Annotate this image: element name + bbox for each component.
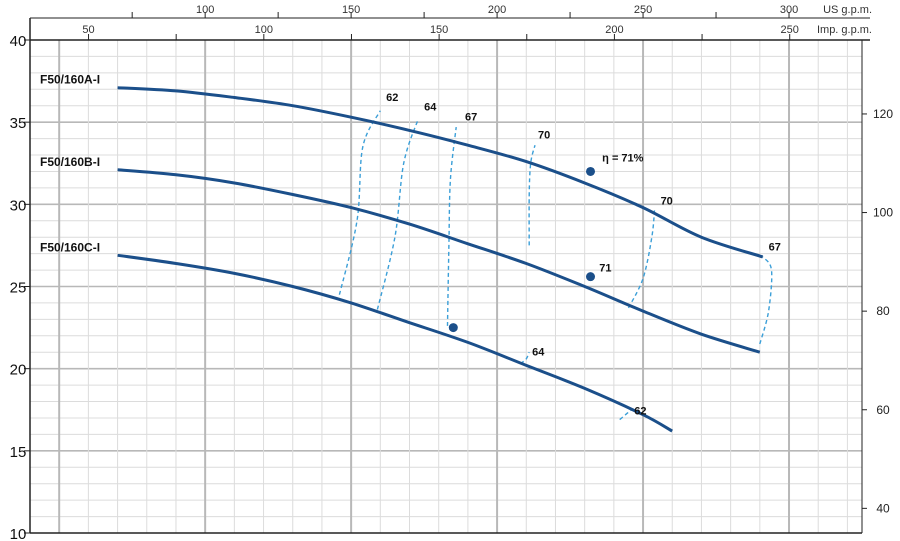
efficiency-label: η = 71% bbox=[602, 153, 643, 165]
right-axis-tick-label: 60 bbox=[876, 403, 890, 417]
series-label: F50/160A-I bbox=[40, 73, 100, 87]
efficiency-curve bbox=[338, 110, 381, 295]
imp-axis-tick-label: 200 bbox=[605, 24, 623, 36]
efficiency-curve bbox=[627, 207, 656, 309]
us-axis-tick-label: 100 bbox=[196, 4, 214, 16]
us-axis-tick-label: 150 bbox=[342, 4, 360, 16]
imp-axis-tick-label: 50 bbox=[82, 24, 94, 36]
efficiency-curve bbox=[446, 127, 457, 326]
series-label: F50/160C-I bbox=[40, 240, 100, 254]
us-axis-tick-label: 300 bbox=[780, 4, 798, 16]
imp-axis-tick-label: 100 bbox=[255, 24, 273, 36]
bep-point bbox=[586, 272, 596, 282]
us-axis-tick-label: 250 bbox=[634, 4, 652, 16]
right-axis-tick-label: 120 bbox=[873, 107, 893, 121]
bep-point bbox=[586, 166, 596, 176]
series-label: F50/160B-I bbox=[40, 155, 100, 169]
efficiency-label: 62 bbox=[634, 406, 646, 418]
y-axis-tick-label: 25 bbox=[10, 280, 27, 297]
efficiency-label: 71 bbox=[599, 263, 611, 275]
y-axis-tick-label: 35 bbox=[10, 115, 27, 132]
efficiency-label: 70 bbox=[538, 130, 550, 142]
efficiency-label: 64 bbox=[424, 102, 437, 114]
efficiency-label: 67 bbox=[465, 112, 477, 124]
y-axis-tick-label: 40 bbox=[10, 33, 27, 50]
efficiency-label: 62 bbox=[386, 92, 398, 104]
y-axis-tick-label: 20 bbox=[10, 362, 27, 379]
efficiency-label: 67 bbox=[769, 241, 781, 253]
y-axis-tick-label: 15 bbox=[10, 444, 27, 461]
grid bbox=[30, 40, 862, 533]
y-axis-tick-label: 30 bbox=[10, 197, 27, 214]
efficiency-label: 70 bbox=[661, 195, 673, 207]
us-axis-tick-label: 200 bbox=[488, 4, 506, 16]
pump-curve bbox=[117, 253, 673, 433]
imp-axis-label: Imp. g.p.m. bbox=[817, 24, 872, 36]
us-axis-label: US g.p.m. bbox=[823, 4, 872, 16]
y-axis-tick-label: 10 bbox=[10, 526, 27, 541]
efficiency-curve bbox=[619, 409, 632, 421]
pump-curve bbox=[117, 86, 764, 259]
imp-axis-tick-label: 150 bbox=[430, 24, 448, 36]
imp-axis-tick-label: 250 bbox=[781, 24, 799, 36]
right-axis-tick-label: 80 bbox=[876, 304, 890, 318]
efficiency-curve bbox=[759, 256, 773, 345]
efficiency-curve bbox=[528, 145, 536, 246]
right-axis-tick-label: 40 bbox=[876, 501, 890, 515]
efficiency-label: 64 bbox=[532, 347, 545, 359]
efficiency-curve bbox=[376, 118, 419, 310]
pump-curve bbox=[117, 168, 761, 354]
right-axis-tick-label: 100 bbox=[873, 206, 893, 220]
bep-point bbox=[448, 323, 458, 333]
